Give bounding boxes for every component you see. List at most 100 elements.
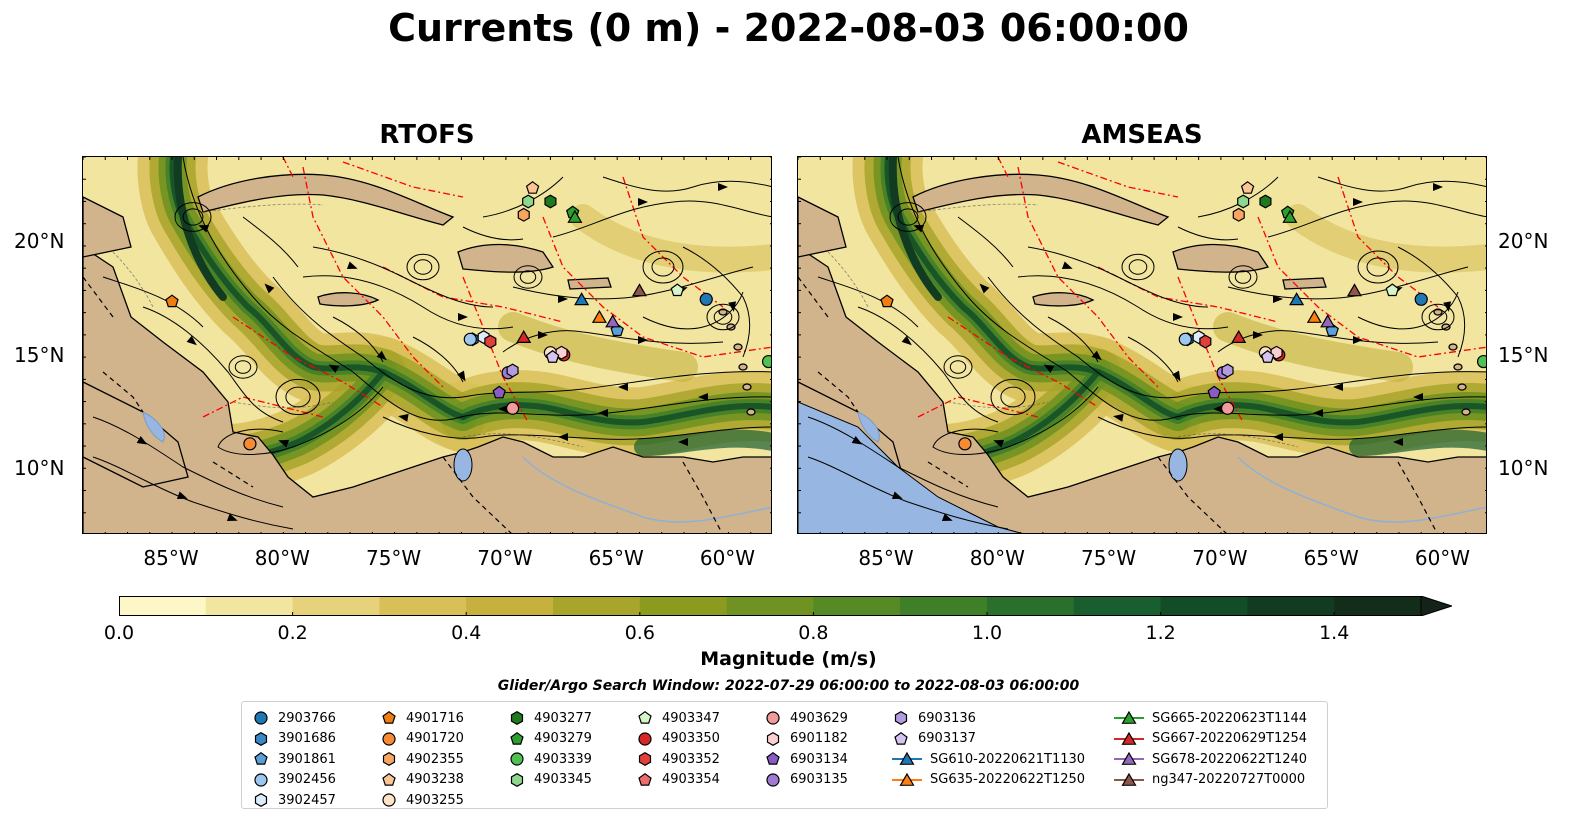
lat-tick-10n-right: 10°N <box>1498 456 1549 480</box>
legend-marker[interactable] <box>766 773 780 787</box>
legend-marker[interactable] <box>382 752 396 767</box>
legend-marker[interactable] <box>638 711 652 724</box>
legend-marker[interactable] <box>638 752 652 767</box>
marker-4903277[interactable] <box>1259 194 1272 209</box>
map-panel-amseas[interactable] <box>797 156 1487 534</box>
colorbar-bin <box>1073 596 1162 616</box>
legend-column: 4903277 4903279 4903339 4903345 <box>508 708 592 790</box>
marker-sg635-20220622t1250[interactable] <box>591 309 607 323</box>
search-window-text: Glider/Argo Search Window: 2022-07-29 06… <box>497 678 1080 694</box>
legend-marker[interactable] <box>899 772 915 786</box>
marker-4903629[interactable] <box>1220 401 1235 415</box>
legend-marker[interactable] <box>382 732 396 746</box>
legend-label: SG667-20220629T1254 <box>1152 731 1308 747</box>
hexagon-marker-icon <box>510 772 524 787</box>
legend-label: 3902457 <box>278 792 336 808</box>
marker-4903629[interactable] <box>505 401 520 415</box>
marker-sg665-20220623t1144[interactable] <box>1282 209 1298 223</box>
marker-4902355[interactable] <box>1232 207 1245 222</box>
circle-marker-icon <box>254 773 268 787</box>
marker-4903238[interactable] <box>525 181 540 194</box>
marker-4902355[interactable] <box>517 207 530 222</box>
marker-ng347-20220727t0000[interactable] <box>1346 283 1362 297</box>
marker-6903137[interactable] <box>1260 350 1275 363</box>
marker-4901720[interactable] <box>958 437 972 451</box>
marker-4903352[interactable] <box>484 334 497 349</box>
colorbar-tick-label: 0.6 <box>624 622 655 644</box>
marker-4903352[interactable] <box>1199 334 1212 349</box>
legend-marker[interactable] <box>254 752 268 765</box>
pentagon-marker-icon <box>638 711 652 724</box>
lake-nicaragua <box>142 411 165 443</box>
legend-marker[interactable] <box>638 732 652 746</box>
colorbar-tick-label: 0.8 <box>798 622 829 644</box>
marker-sg610-20220621t1130[interactable] <box>1289 292 1305 306</box>
legend-marker[interactable] <box>766 752 780 765</box>
lon-tick-85w-rtofs: 85°W <box>143 546 199 570</box>
legend-marker[interactable] <box>894 711 908 726</box>
colorbar-bin <box>1160 596 1248 616</box>
legend-marker[interactable] <box>1121 731 1137 745</box>
marker-4903347[interactable] <box>1385 283 1400 297</box>
marker-4903345[interactable] <box>522 194 535 209</box>
marker-sg667-20220629t1254[interactable] <box>1231 329 1247 343</box>
marker-4903238[interactable] <box>1240 181 1255 194</box>
marker-sg635-20220622t1250[interactable] <box>1306 309 1322 323</box>
legend-marker[interactable] <box>510 711 524 726</box>
marker-3902456[interactable] <box>1178 332 1192 346</box>
marker-4903339[interactable] <box>1476 354 1487 369</box>
marker-4901716[interactable] <box>880 294 894 308</box>
marker-sg678-20220622t1240[interactable] <box>605 314 621 328</box>
legend-marker[interactable] <box>382 772 396 786</box>
legend-marker[interactable] <box>899 752 915 766</box>
lat-tick-20n-left: 20°N <box>14 229 65 253</box>
legend-marker[interactable] <box>1121 711 1137 725</box>
legend-marker[interactable] <box>254 711 268 725</box>
colorbar-bin <box>639 596 728 616</box>
legend-marker[interactable] <box>638 772 652 786</box>
marker-4903277[interactable] <box>544 194 557 209</box>
marker-6903134[interactable] <box>492 385 506 399</box>
marker-6903136[interactable] <box>1221 363 1234 378</box>
legend-item-6903137: 6903137 <box>892 729 1085 750</box>
legend-marker[interactable] <box>510 752 524 766</box>
maritime-boundaries <box>202 157 771 423</box>
country-borders <box>798 276 1438 533</box>
marker-sg665-20220623t1144[interactable] <box>567 209 583 223</box>
marker-4901720[interactable] <box>243 437 257 451</box>
legend-marker[interactable] <box>254 731 268 746</box>
marker-4901716[interactable] <box>165 294 179 308</box>
marker-sg610-20220621t1130[interactable] <box>574 292 590 306</box>
colorbar-extend-arrow <box>1420 596 1452 616</box>
marker-3902456[interactable] <box>463 332 477 346</box>
legend-marker[interactable] <box>894 731 908 745</box>
streamline-arrows <box>136 183 737 522</box>
marker-6903137[interactable] <box>545 350 560 363</box>
legend-marker[interactable] <box>510 731 524 745</box>
legend-label: 4903277 <box>534 710 592 726</box>
legend-marker[interactable] <box>1121 772 1137 786</box>
legend-label: 6903137 <box>918 731 976 747</box>
legend-marker[interactable] <box>382 711 396 724</box>
marker-4903347[interactable] <box>670 283 685 297</box>
legend-marker[interactable] <box>766 731 780 746</box>
marker-sg678-20220622t1240[interactable] <box>1320 314 1336 328</box>
marker-2903766[interactable] <box>699 292 713 306</box>
marker-ng347-20220727t0000[interactable] <box>631 283 647 297</box>
legend-marker[interactable] <box>766 711 780 725</box>
panel-title-rtofs: RTOFS <box>379 120 475 150</box>
marker-4903345[interactable] <box>1237 194 1250 209</box>
map-panel-rtofs[interactable] <box>82 156 772 534</box>
legend-marker[interactable] <box>1121 752 1137 766</box>
marker-sg667-20220629t1254[interactable] <box>516 329 532 343</box>
marker-6903136[interactable] <box>506 363 519 378</box>
marker-4903339[interactable] <box>761 354 772 369</box>
legend-marker[interactable] <box>254 793 268 808</box>
legend-marker[interactable] <box>510 772 524 787</box>
legend-column: SG665-20220623T1144 SG667-20220629T1254 SG… <box>1114 708 1307 790</box>
marker-6903134[interactable] <box>1207 385 1221 399</box>
legend-marker[interactable] <box>382 793 396 807</box>
legend-marker[interactable] <box>254 773 268 787</box>
marker-2903766[interactable] <box>1414 292 1428 306</box>
legend-label: 3901686 <box>278 731 336 747</box>
